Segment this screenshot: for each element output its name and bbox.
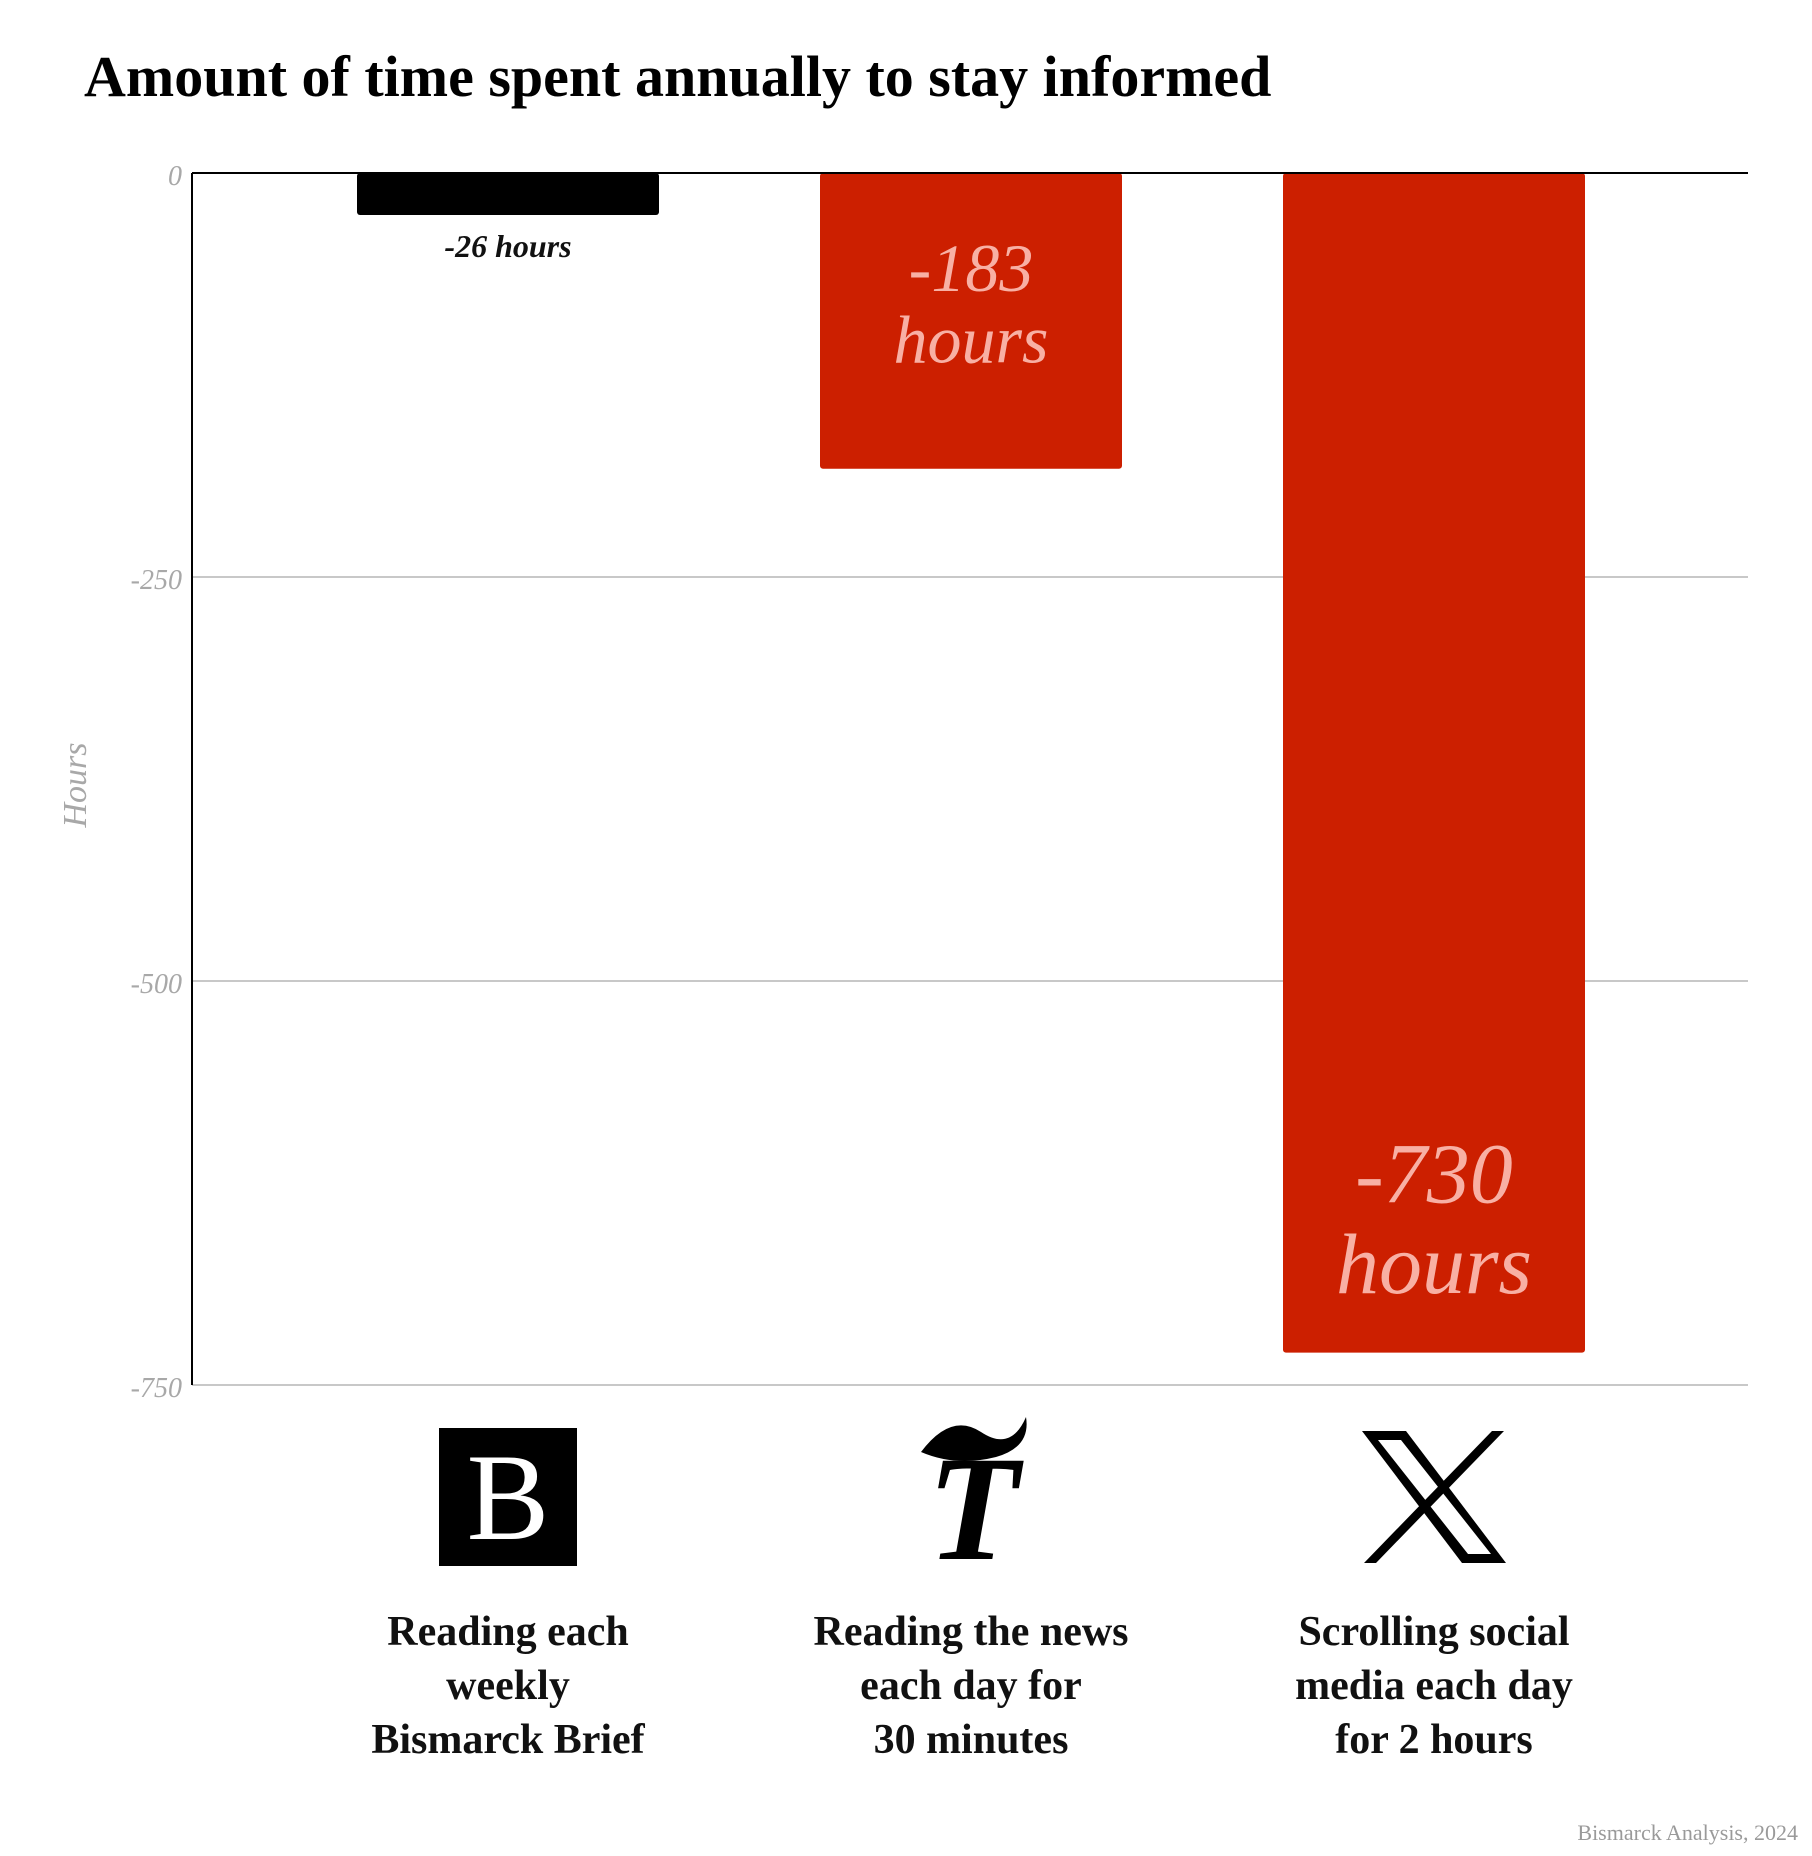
nyt-t-logo-icon: T: [921, 1417, 1027, 1592]
y-axis-ticks: 0 -250 -500 -750: [131, 161, 182, 1404]
category-label-line: Reading each: [387, 1609, 629, 1655]
data-label-unit: hours: [1336, 1216, 1532, 1312]
category-label-line: Scrolling social: [1298, 1609, 1569, 1655]
y-tick-label: 0: [168, 161, 182, 192]
category-label-line: weekly: [446, 1663, 570, 1709]
category-label-line: each day for: [860, 1663, 1082, 1709]
bar: [820, 173, 1122, 469]
category-label-line: Reading the news: [813, 1609, 1128, 1655]
category-labels: Reading each weekly Bismarck Brief Reading …: [371, 1609, 1573, 1763]
data-label: -26 hours: [444, 228, 571, 264]
data-label-value: -730: [1355, 1126, 1513, 1222]
svg-text:T: T: [927, 1426, 1024, 1592]
data-label-unit: hours: [894, 301, 1049, 377]
category-label-line: media each day: [1295, 1663, 1573, 1709]
category-label-line: Bismarck Brief: [371, 1717, 645, 1763]
bar: [1283, 173, 1585, 1353]
bismarck-b-letter-icon: B: [467, 1429, 550, 1566]
y-axis-label: Hours: [57, 742, 94, 828]
bars: [357, 173, 1585, 1353]
x-logo-icon: [1362, 1431, 1506, 1563]
bismarck-b-logo-icon: [439, 1428, 577, 1566]
category-label-line: for 2 hours: [1335, 1717, 1533, 1763]
chart-title: Amount of time spent annually to stay in…: [84, 44, 1271, 109]
category-label-line: 30 minutes: [874, 1717, 1069, 1763]
bar: [357, 173, 659, 216]
y-tick-label: -500: [131, 969, 182, 1000]
source-credit: Bismarck Analysis, 2024: [1577, 1820, 1798, 1845]
data-label-value: -183: [909, 230, 1034, 306]
y-tick-label: -250: [131, 565, 182, 596]
y-tick-label: -750: [131, 1373, 182, 1404]
